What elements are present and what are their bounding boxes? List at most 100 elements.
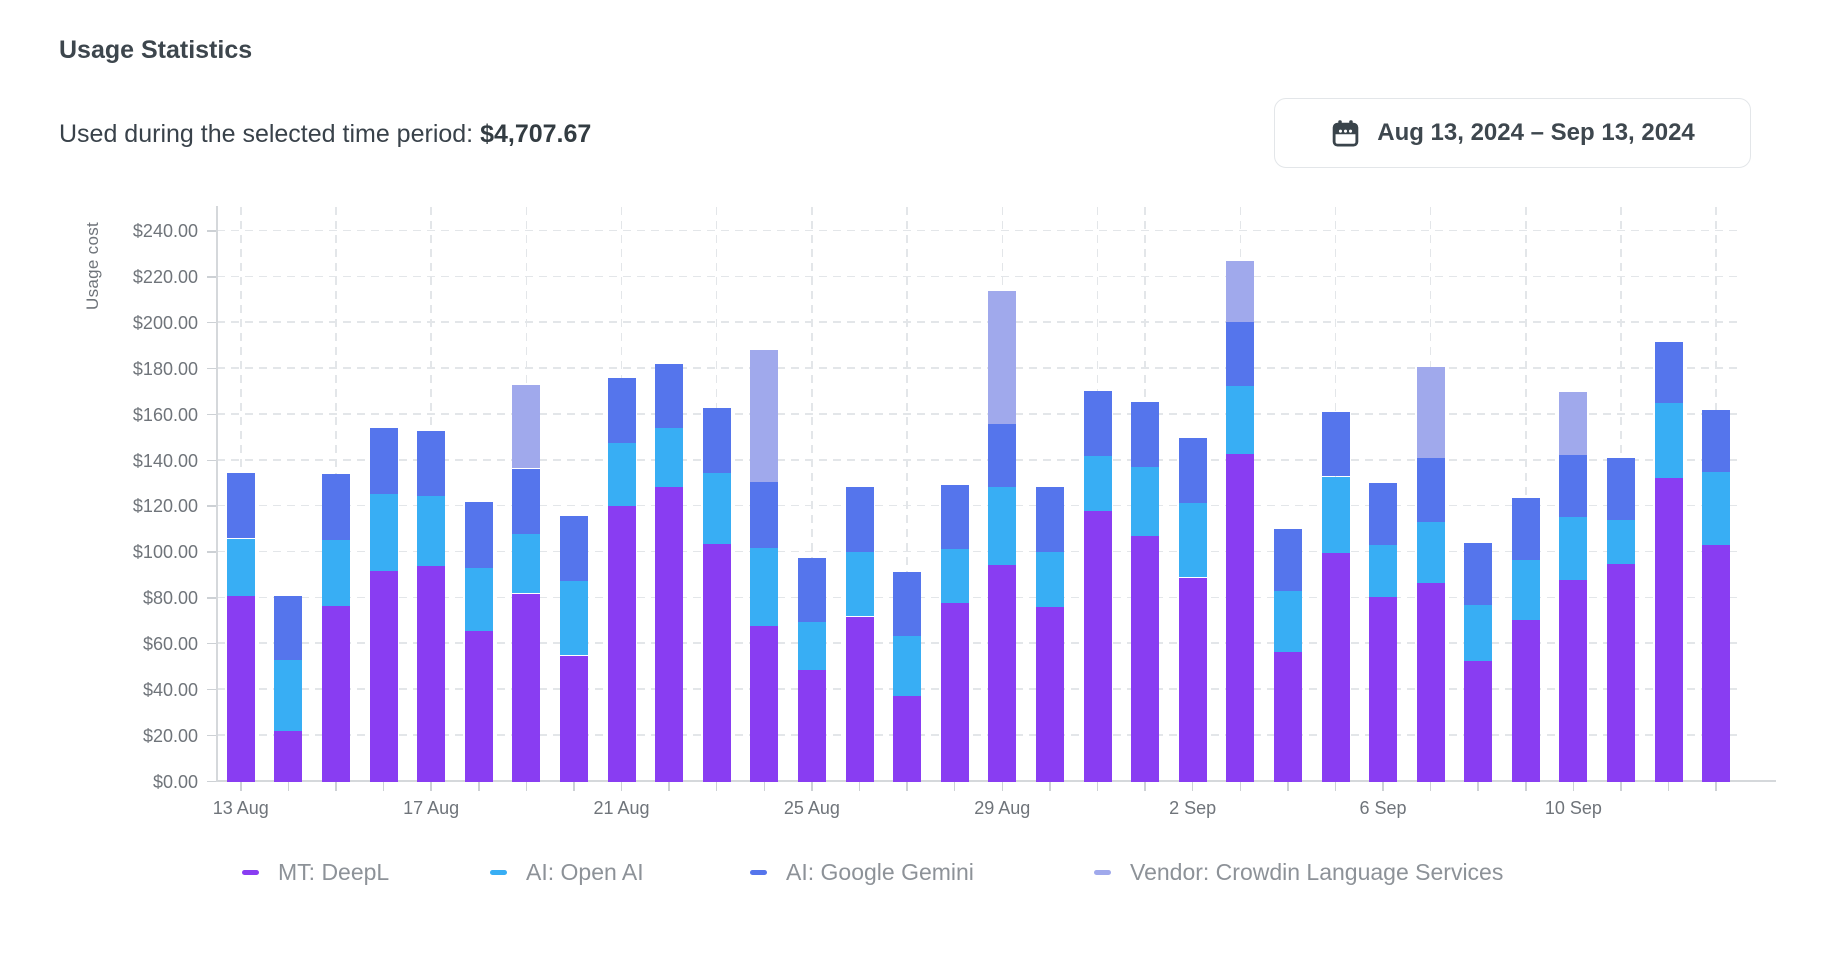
bar-segment[interactable]	[940, 602, 969, 782]
bar-segment[interactable]	[1321, 553, 1350, 782]
bar-segment[interactable]	[1559, 454, 1588, 517]
bar-segment[interactable]	[655, 364, 684, 429]
bar-segment[interactable]	[226, 538, 255, 596]
bar-segment[interactable]	[845, 552, 874, 617]
bar-segment[interactable]	[702, 544, 731, 782]
bar-segment[interactable]	[607, 443, 636, 507]
bar-segment[interactable]	[1226, 261, 1255, 322]
bar-segment[interactable]	[512, 384, 541, 469]
bar-segment[interactable]	[893, 695, 922, 782]
bar-segment[interactable]	[702, 473, 731, 545]
bar-segment[interactable]	[1511, 498, 1540, 561]
bar-segment[interactable]	[1654, 342, 1683, 404]
bar-segment[interactable]	[893, 636, 922, 696]
bar-segment[interactable]	[1035, 607, 1064, 782]
bar-segment[interactable]	[1559, 391, 1588, 455]
bar-segment[interactable]	[417, 496, 446, 567]
bar-segment[interactable]	[1511, 560, 1540, 620]
bar-segment[interactable]	[1416, 583, 1445, 782]
bar-segment[interactable]	[1559, 579, 1588, 782]
legend-item[interactable]: Vendor: Crowdin Language Services	[1094, 858, 1503, 886]
bar-segment[interactable]	[1083, 511, 1112, 782]
bar-segment[interactable]	[1702, 410, 1731, 472]
bar-segment[interactable]	[1607, 458, 1635, 521]
bar-segment[interactable]	[1131, 467, 1160, 537]
bar-segment[interactable]	[1131, 536, 1160, 782]
bar-segment[interactable]	[1369, 545, 1397, 597]
bar-segment[interactable]	[1226, 386, 1255, 454]
bar-segment[interactable]	[1654, 403, 1683, 478]
bar-segment[interactable]	[274, 731, 303, 782]
bar-segment[interactable]	[1178, 577, 1207, 782]
bar-segment[interactable]	[512, 468, 541, 534]
bar-segment[interactable]	[607, 506, 636, 782]
bar-segment[interactable]	[512, 533, 541, 594]
bar-segment[interactable]	[322, 539, 350, 607]
bar-segment[interactable]	[1083, 455, 1112, 511]
bar-segment[interactable]	[750, 625, 779, 782]
bar-segment[interactable]	[560, 515, 588, 581]
bar-segment[interactable]	[797, 622, 826, 671]
bar-segment[interactable]	[988, 564, 1017, 782]
bar-segment[interactable]	[845, 486, 874, 553]
bar-segment[interactable]	[1416, 366, 1445, 459]
bar-segment[interactable]	[940, 548, 969, 603]
bar-segment[interactable]	[464, 568, 493, 632]
bar-segment[interactable]	[1511, 619, 1540, 782]
bar-segment[interactable]	[1178, 437, 1207, 503]
legend-item[interactable]: MT: DeepL	[242, 858, 389, 886]
bar-segment[interactable]	[1464, 661, 1493, 782]
bar-segment[interactable]	[369, 570, 398, 782]
bar-segment[interactable]	[464, 631, 493, 782]
legend-item[interactable]: AI: Open AI	[490, 858, 644, 886]
bar-segment[interactable]	[1369, 483, 1397, 546]
bar-segment[interactable]	[1226, 453, 1255, 782]
bar-segment[interactable]	[1702, 472, 1731, 546]
bar-segment[interactable]	[750, 350, 779, 483]
bar-segment[interactable]	[369, 428, 398, 494]
bar-segment[interactable]	[655, 486, 684, 782]
bar-segment[interactable]	[512, 593, 541, 782]
bar-segment[interactable]	[1273, 652, 1302, 782]
bar-segment[interactable]	[560, 580, 588, 656]
bar-segment[interactable]	[1464, 605, 1493, 662]
bar-segment[interactable]	[1178, 502, 1207, 578]
bar-segment[interactable]	[1131, 402, 1160, 468]
bar-segment[interactable]	[845, 616, 874, 782]
bar-segment[interactable]	[940, 484, 969, 549]
bar-segment[interactable]	[369, 493, 398, 571]
bar-segment[interactable]	[1035, 552, 1064, 608]
bar-segment[interactable]	[560, 655, 588, 782]
bar-segment[interactable]	[1273, 591, 1302, 652]
bar-segment[interactable]	[1607, 520, 1635, 564]
bar-segment[interactable]	[1559, 516, 1588, 580]
bar-segment[interactable]	[1654, 477, 1683, 782]
bar-segment[interactable]	[274, 595, 303, 660]
bar-segment[interactable]	[1226, 321, 1255, 386]
bar-segment[interactable]	[417, 566, 446, 782]
bar-segment[interactable]	[1273, 529, 1302, 592]
bar-segment[interactable]	[1083, 390, 1112, 456]
bar-segment[interactable]	[417, 430, 446, 497]
bar-segment[interactable]	[750, 547, 779, 626]
bar-segment[interactable]	[702, 407, 731, 474]
bar-segment[interactable]	[1369, 597, 1397, 782]
bar-segment[interactable]	[1416, 458, 1445, 523]
date-range-picker[interactable]: Aug 13, 2024 – Sep 13, 2024	[1274, 98, 1751, 168]
bar-segment[interactable]	[988, 486, 1017, 565]
bar-segment[interactable]	[1416, 522, 1445, 584]
bar-segment[interactable]	[226, 595, 255, 782]
bar-segment[interactable]	[322, 474, 350, 540]
bar-segment[interactable]	[464, 501, 493, 569]
bar-segment[interactable]	[988, 423, 1017, 487]
bar-segment[interactable]	[750, 482, 779, 548]
bar-segment[interactable]	[797, 670, 826, 782]
bar-segment[interactable]	[1321, 476, 1350, 554]
bar-segment[interactable]	[1464, 543, 1493, 605]
bar-segment[interactable]	[1035, 486, 1064, 553]
bar-segment[interactable]	[226, 473, 255, 539]
bar-segment[interactable]	[274, 660, 303, 732]
bar-segment[interactable]	[988, 290, 1017, 424]
legend-item[interactable]: AI: Google Gemini	[750, 858, 974, 886]
bar-segment[interactable]	[797, 558, 826, 623]
